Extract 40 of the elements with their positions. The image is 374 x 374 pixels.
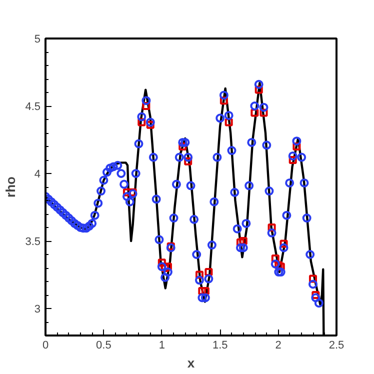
y-axis-title: rho bbox=[3, 176, 18, 198]
point bbox=[195, 270, 204, 279]
point bbox=[288, 156, 297, 164]
x-tick-label: 0.5 bbox=[96, 340, 112, 352]
x-tick-label: 1 bbox=[158, 340, 165, 352]
point bbox=[271, 254, 280, 263]
point bbox=[204, 268, 213, 276]
x-tick-label: 1.5 bbox=[212, 340, 228, 352]
point bbox=[224, 118, 233, 126]
x-axis-title: x bbox=[187, 356, 196, 370]
point bbox=[239, 237, 248, 245]
point bbox=[178, 142, 187, 150]
point bbox=[280, 240, 288, 248]
y-tick-label: 5 bbox=[34, 34, 41, 46]
point bbox=[161, 264, 170, 272]
point bbox=[138, 118, 146, 126]
y-tick-label: 3.5 bbox=[25, 236, 41, 248]
point bbox=[292, 142, 301, 150]
y-tick-label: 4.5 bbox=[25, 101, 41, 113]
point bbox=[201, 286, 210, 295]
point bbox=[236, 238, 244, 246]
point bbox=[254, 86, 263, 94]
point bbox=[184, 157, 192, 166]
y-tick-label: 3 bbox=[34, 304, 41, 316]
x-tick-label: 2.5 bbox=[328, 340, 344, 352]
point bbox=[312, 291, 320, 299]
point bbox=[146, 120, 154, 129]
point bbox=[122, 188, 131, 196]
point bbox=[198, 286, 206, 295]
point bbox=[158, 258, 166, 267]
point bbox=[274, 261, 283, 270]
point bbox=[220, 96, 228, 105]
x-tick-label: 0 bbox=[42, 340, 49, 352]
point bbox=[250, 108, 259, 117]
point bbox=[142, 102, 150, 110]
point bbox=[268, 224, 276, 232]
x-tick-label: 2 bbox=[275, 340, 282, 352]
y-tick-label: 4 bbox=[34, 168, 41, 180]
point bbox=[308, 274, 317, 283]
point bbox=[260, 108, 268, 117]
